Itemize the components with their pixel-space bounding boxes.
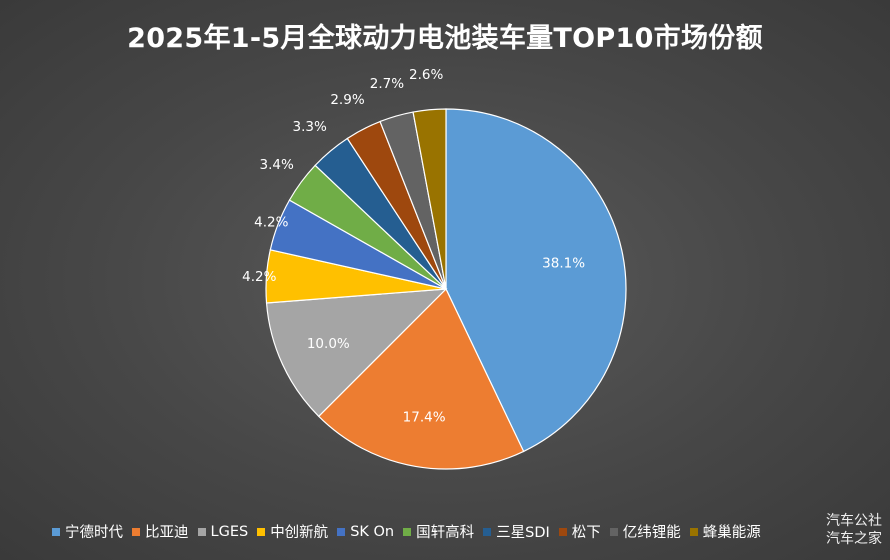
- slice-data-label: 4.2%: [254, 215, 288, 231]
- legend-item: 比亚迪: [132, 521, 189, 542]
- legend-item: LGES: [197, 523, 249, 540]
- legend-label: 宁德时代: [65, 525, 123, 541]
- legend-label: LGES: [210, 523, 249, 540]
- legend-label: 亿纬锂能: [622, 525, 681, 541]
- slice-data-label: 3.3%: [293, 119, 327, 135]
- legend-swatch: [403, 527, 412, 536]
- legend-item: 宁德时代: [52, 521, 123, 542]
- slice-data-label: 4.2%: [242, 269, 276, 285]
- pie-slice: [317, 287, 525, 470]
- chart-title: 2025年1-5月全球动力电池装车量TOP10市场份额: [127, 23, 763, 54]
- legend-swatch: [337, 527, 346, 536]
- slice-data-label: 3.4%: [260, 157, 294, 173]
- legend-swatch: [132, 527, 140, 536]
- legend-label: SK On: [350, 523, 395, 540]
- slice-data-label: 38.1%: [542, 255, 585, 271]
- legend-label: 中创新航: [270, 525, 329, 541]
- chart-legend: 宁德时代 比亚迪 LGES 中创新航 SK On 国轩高科 三星SDI 松下 亿纬锂能 蜂巢能源: [52, 521, 770, 542]
- slice-data-label: 17.4%: [403, 410, 446, 426]
- legend-label: 蜂巢能源: [702, 525, 761, 541]
- legend-item: 亿纬锂能: [609, 521, 681, 542]
- legend-item: 国轩高科: [403, 521, 474, 542]
- legend-swatch: [609, 527, 618, 536]
- slice-data-label: 2.9%: [330, 92, 364, 108]
- legend-label: 松下: [571, 525, 601, 541]
- legend-item: 松下: [558, 521, 601, 542]
- legend-swatch: [689, 527, 698, 536]
- pie-slice: [412, 108, 447, 290]
- legend-item: SK On: [337, 524, 394, 540]
- slice-data-label: 2.6%: [409, 67, 443, 83]
- watermark: 汽车公社 汽车之家: [826, 512, 882, 548]
- legend-swatch: [52, 527, 60, 536]
- watermark-line-2: 汽车之家: [826, 531, 882, 547]
- legend-item: 三星SDI: [483, 521, 550, 542]
- legend-item: 蜂巢能源: [689, 521, 761, 542]
- legend-label: 比亚迪: [145, 525, 189, 541]
- pie-slice: [445, 108, 627, 453]
- legend-swatch: [197, 527, 206, 536]
- legend-item: 中创新航: [257, 521, 328, 542]
- slice-data-label: 10.0%: [307, 336, 350, 352]
- legend-label: 三星SDI: [496, 525, 550, 541]
- pie-slice: [265, 288, 448, 418]
- legend-swatch: [257, 527, 266, 536]
- slice-data-label: 2.7%: [370, 76, 404, 92]
- legend-swatch: [558, 527, 567, 536]
- legend-swatch: [483, 527, 492, 536]
- legend-label: 国轩高科: [416, 525, 475, 541]
- watermark-line-1: 汽车公社: [826, 513, 882, 529]
